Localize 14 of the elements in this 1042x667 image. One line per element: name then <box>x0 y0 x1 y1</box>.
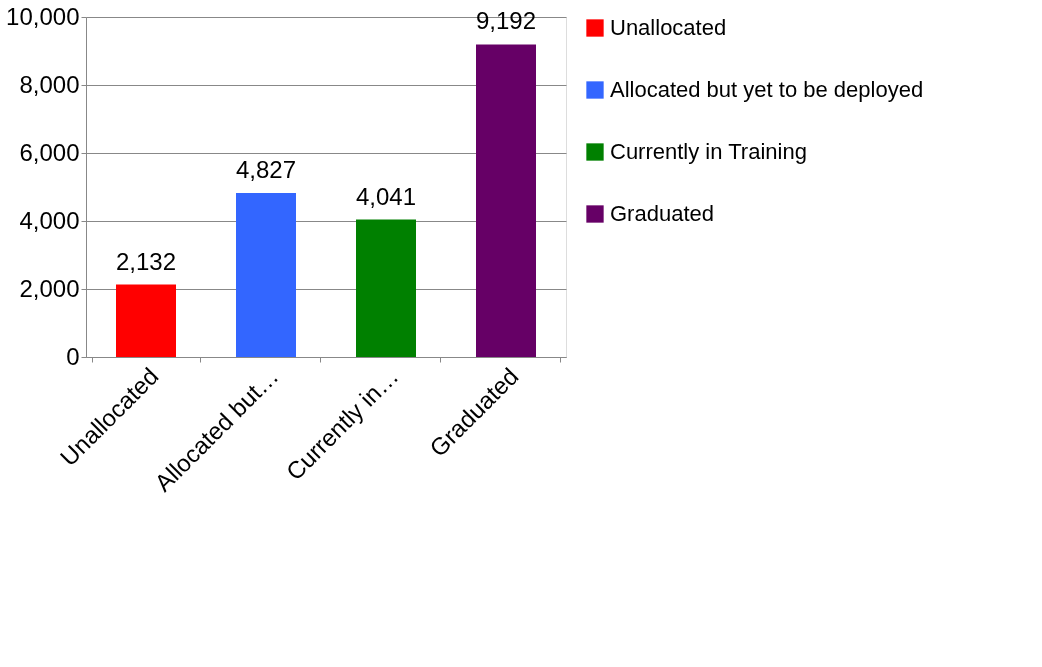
data-label: 4,827 <box>235 155 297 183</box>
y-tick-label: 6,000 <box>19 138 80 166</box>
legend-label: Graduated <box>610 201 714 226</box>
y-tick-label: 4,000 <box>19 206 80 234</box>
data-label: 2,132 <box>115 247 177 275</box>
legend-label: Allocated but yet to be deployed <box>610 77 924 102</box>
y-tick-label: 8,000 <box>19 70 80 98</box>
data-label: 9,192 <box>475 7 537 35</box>
legend-label: Unallocated <box>610 15 727 40</box>
y-tick-label: 10,000 <box>6 2 80 30</box>
data-label: 4,041 <box>355 182 417 210</box>
y-tick-label: 2,000 <box>19 274 80 302</box>
y-tick-label: 0 <box>66 342 80 370</box>
legend-label: Currently in Training <box>610 139 807 164</box>
